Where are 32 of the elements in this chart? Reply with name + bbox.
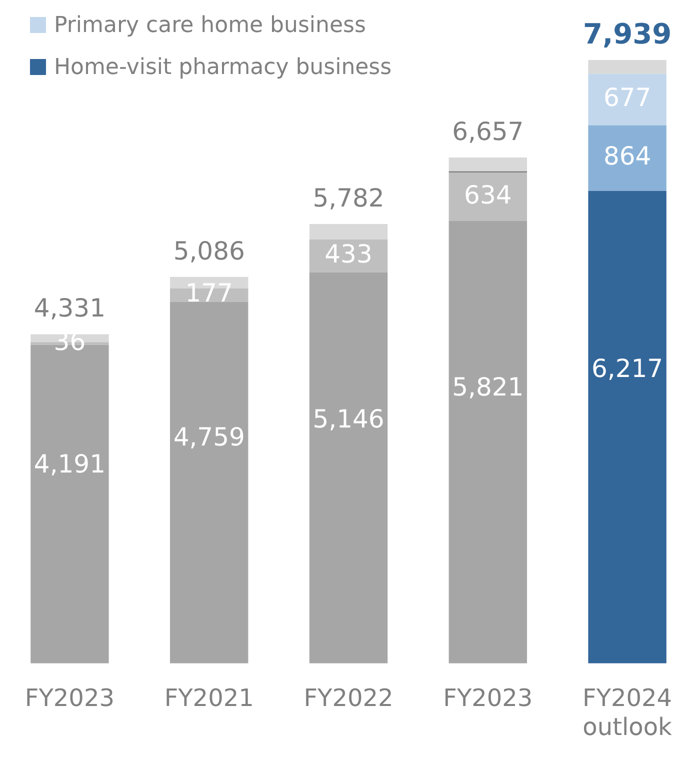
total-label: 6,657	[452, 116, 524, 146]
bar	[170, 302, 248, 664]
data-label: 177	[185, 278, 233, 308]
bar	[309, 272, 388, 664]
x-tick-label: FY2021	[164, 684, 254, 712]
bar	[588, 125, 666, 191]
bar	[588, 190, 666, 664]
bar	[448, 157, 527, 172]
total-label: 7,939	[583, 17, 672, 50]
data-label: 6,217	[592, 354, 664, 383]
data-label: 433	[324, 239, 372, 268]
x-tick-label: FY2024 outlook	[582, 684, 672, 741]
total-label: 5,086	[173, 236, 245, 266]
data-label: 634	[464, 180, 512, 210]
x-tick-label: FY2022	[304, 684, 394, 712]
data-label: 677	[603, 82, 652, 112]
data-label: 4,759	[173, 422, 245, 452]
total-label: 5,782	[312, 183, 384, 212]
x-tick-label: FY2023	[24, 684, 114, 712]
bar	[309, 224, 388, 240]
data-label: 5,821	[452, 372, 524, 402]
legend-label: Primary care home business	[54, 12, 366, 38]
data-label: 4,191	[34, 449, 106, 478]
legend-label: Home-visit pharmacy business	[54, 54, 392, 80]
bar	[448, 172, 527, 221]
bar	[448, 220, 527, 664]
data-label: 864	[603, 142, 652, 171]
x-tick-label: FY2023	[443, 684, 533, 712]
data-label: 5,146	[312, 404, 384, 434]
total-label: 4,331	[34, 294, 106, 323]
bar	[588, 74, 666, 126]
bar	[588, 60, 666, 74]
